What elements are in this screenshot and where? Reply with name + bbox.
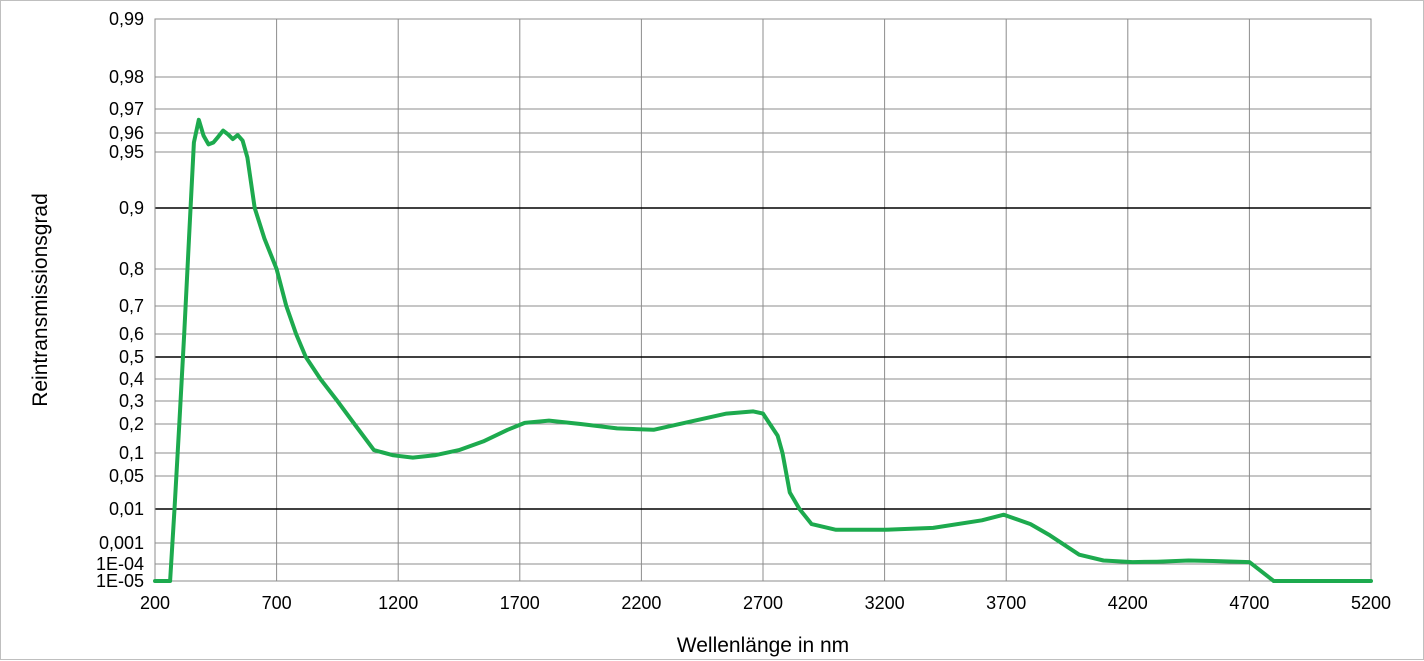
x-tick-label: 3700 (986, 593, 1026, 613)
y-axis-label: Reintransmissionsgrad (29, 193, 52, 407)
plot-area-border (154, 18, 1372, 582)
x-tick-label: 2700 (743, 593, 783, 613)
y-tick-label: 0,1 (119, 443, 144, 463)
x-tick-label: 1700 (500, 593, 540, 613)
y-tick-label: 0,96 (109, 123, 144, 143)
y-tick-label: 0,9 (119, 198, 144, 218)
y-tick-labels: 0,990,980,970,960,950,90,80,70,60,50,40,… (96, 9, 144, 591)
y-tick-label: 0,01 (109, 499, 144, 519)
plot-border (154, 18, 1372, 582)
y-tick-label: 0,7 (119, 296, 144, 316)
y-tick-label: 0,2 (119, 414, 144, 434)
y-tick-label: 0,95 (109, 142, 144, 162)
y-tick-label: 0,05 (109, 466, 144, 486)
y-tick-label: 0,5 (119, 347, 144, 367)
x-tick-label: 1200 (378, 593, 418, 613)
y-tick-label: 0,99 (109, 9, 144, 29)
y-tick-label: 0,97 (109, 99, 144, 119)
x-tick-label: 4200 (1108, 593, 1148, 613)
x-tick-label: 3200 (865, 593, 905, 613)
x-tick-label: 4700 (1229, 593, 1269, 613)
x-tick-label: 200 (140, 593, 170, 613)
transmission-series-line (153, 117, 1373, 583)
x-tick-label: 700 (262, 593, 292, 613)
y-tick-label: 0,3 (119, 391, 144, 411)
x-axis-label: Wellenlänge in nm (677, 634, 849, 657)
y-tick-label: 1E-05 (96, 571, 144, 591)
series-layer (153, 117, 1373, 583)
x-tick-labels: 200 700 1200 1700 2200 2700 3200 3700 4200 4700 52… (140, 593, 1391, 613)
y-tick-label: 1E-04 (96, 554, 144, 574)
x-tick-label: 2200 (621, 593, 661, 613)
vertical-gridlines (154, 19, 1372, 581)
y-tick-label: 0,001 (99, 533, 144, 553)
y-tick-label: 0,8 (119, 259, 144, 279)
x-tick-label: 5200 (1351, 593, 1391, 613)
y-tick-label: 0,6 (119, 324, 144, 344)
y-tick-label: 0,4 (119, 369, 144, 389)
y-tick-label: 0,98 (109, 67, 144, 87)
